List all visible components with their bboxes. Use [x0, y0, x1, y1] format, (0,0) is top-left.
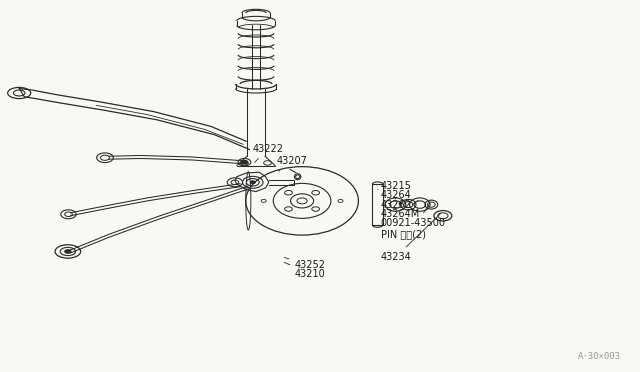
Text: 43222: 43222 — [252, 144, 283, 163]
Ellipse shape — [241, 160, 248, 164]
Ellipse shape — [65, 250, 71, 253]
Text: 43207: 43207 — [276, 156, 307, 171]
Text: 43264M: 43264M — [381, 201, 420, 219]
Text: 43252: 43252 — [284, 257, 325, 270]
Text: 00921-43500
PIN ビン(2): 00921-43500 PIN ビン(2) — [381, 203, 446, 240]
Text: 43262: 43262 — [381, 200, 412, 209]
Text: 43234: 43234 — [381, 213, 441, 262]
Ellipse shape — [250, 181, 255, 184]
Text: 43215: 43215 — [378, 181, 412, 191]
Text: A·30×003: A·30×003 — [578, 352, 621, 361]
Text: 43210: 43210 — [284, 262, 325, 279]
Text: 43264: 43264 — [381, 190, 412, 200]
